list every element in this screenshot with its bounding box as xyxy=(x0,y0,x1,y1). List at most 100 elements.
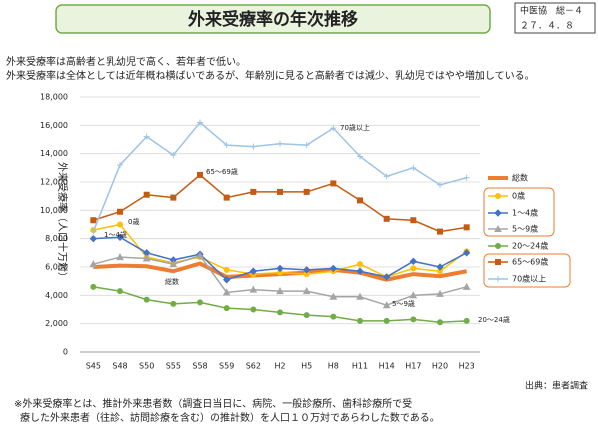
x-tick-label: H23 xyxy=(459,362,475,371)
marker xyxy=(303,312,310,319)
marker xyxy=(302,287,311,295)
marker xyxy=(357,317,363,324)
marker xyxy=(357,153,363,160)
series-line xyxy=(92,121,467,232)
x-tick-label: H2 xyxy=(274,362,285,371)
marker xyxy=(437,181,443,188)
marker xyxy=(410,164,417,171)
legend-label: 65～69歳 xyxy=(512,257,548,267)
marker xyxy=(410,217,417,224)
source: 出典：患者調査 xyxy=(525,380,588,392)
marker xyxy=(197,299,203,306)
y-tick-label: 14,000 xyxy=(40,149,68,158)
marker xyxy=(303,188,310,195)
marker xyxy=(249,285,258,293)
marker xyxy=(170,300,177,307)
marker xyxy=(89,260,98,268)
x-tick-label: H11 xyxy=(352,362,368,371)
legend-label: 0歳 xyxy=(512,191,525,201)
y-axis-label: 外来受療率（人口十万対） xyxy=(56,162,69,282)
marker xyxy=(116,233,124,241)
marker xyxy=(463,224,470,231)
marker xyxy=(250,188,257,195)
footnote: 療した外来患者（往診、訪問診療を含む）の推計数）を人口１０万対であらわした数であ… xyxy=(20,411,440,424)
marker xyxy=(276,287,284,295)
x-tick-label: H20 xyxy=(432,362,448,371)
marker xyxy=(197,171,203,178)
marker xyxy=(356,267,364,275)
marker xyxy=(169,260,178,268)
marker xyxy=(170,194,177,201)
marker xyxy=(277,140,283,147)
x-tick-label: S48 xyxy=(112,362,127,371)
marker xyxy=(330,313,337,320)
marker xyxy=(223,194,230,201)
marker xyxy=(383,173,390,180)
marker xyxy=(223,266,230,273)
note: 外来受療率は全体としては近年概ね横ばいであるが、年齢別に見ると高齢者では減少、乳… xyxy=(6,69,535,82)
x-tick-label: S59 xyxy=(219,362,234,371)
y-tick-label: 12,000 xyxy=(40,178,68,187)
annotation: 総数 xyxy=(165,277,179,286)
marker xyxy=(357,197,363,204)
marker xyxy=(410,316,417,323)
marker xyxy=(303,142,310,149)
marker xyxy=(495,243,501,249)
marker xyxy=(143,133,150,140)
marker xyxy=(494,209,502,217)
marker xyxy=(383,317,390,324)
annotation: 20～24歳 xyxy=(478,315,510,324)
legend-label: 5～9歳 xyxy=(512,224,538,234)
marker xyxy=(437,228,443,235)
marker xyxy=(89,234,98,243)
marker xyxy=(495,259,501,265)
marker xyxy=(462,282,471,290)
tag: ２７．４．８ xyxy=(520,22,574,32)
marker xyxy=(330,125,337,132)
legend-label: 1～4歳 xyxy=(512,208,538,218)
marker xyxy=(223,305,230,312)
marker xyxy=(90,217,97,224)
marker xyxy=(143,296,150,303)
title-box xyxy=(55,4,491,34)
marker xyxy=(222,276,231,284)
y-tick-label: 0 xyxy=(63,348,68,357)
x-tick-label: S45 xyxy=(86,362,101,371)
y-tick-label: 6,000 xyxy=(45,263,68,272)
marker xyxy=(382,301,391,309)
title: 外来受療率の年次推移 xyxy=(188,9,358,30)
annotation: 70歳以上 xyxy=(340,123,370,132)
legend-group xyxy=(483,253,571,288)
marker xyxy=(116,253,124,261)
x-tick-label: H14 xyxy=(379,362,395,371)
marker xyxy=(277,309,283,316)
x-tick-label: S55 xyxy=(166,362,181,371)
marker xyxy=(277,188,283,195)
y-tick-label: 2,000 xyxy=(45,319,68,328)
marker xyxy=(463,174,470,181)
x-tick-label: H5 xyxy=(301,362,312,371)
marker xyxy=(222,288,231,296)
x-tick-label: H8 xyxy=(328,362,339,371)
annotation: 65～69歳 xyxy=(206,167,238,176)
marker xyxy=(410,265,417,272)
legend-label: 20～24歳 xyxy=(512,241,548,251)
marker xyxy=(409,257,418,266)
marker xyxy=(409,291,418,299)
note: 外来受療率は高齢者と乳幼児で高く、若年者で低い。 xyxy=(6,55,246,68)
annotation: 0歳 xyxy=(128,217,139,226)
marker xyxy=(437,319,443,326)
marker xyxy=(329,264,338,273)
marker xyxy=(117,288,123,295)
marker xyxy=(117,221,123,228)
marker xyxy=(197,119,203,126)
marker xyxy=(494,224,502,232)
marker xyxy=(330,180,337,187)
marker xyxy=(302,266,311,274)
y-tick-label: 10,000 xyxy=(40,206,68,215)
marker xyxy=(196,251,204,259)
legend-label: 70歳以上 xyxy=(512,274,546,284)
marker xyxy=(250,143,257,150)
x-tick-label: S58 xyxy=(192,362,207,371)
